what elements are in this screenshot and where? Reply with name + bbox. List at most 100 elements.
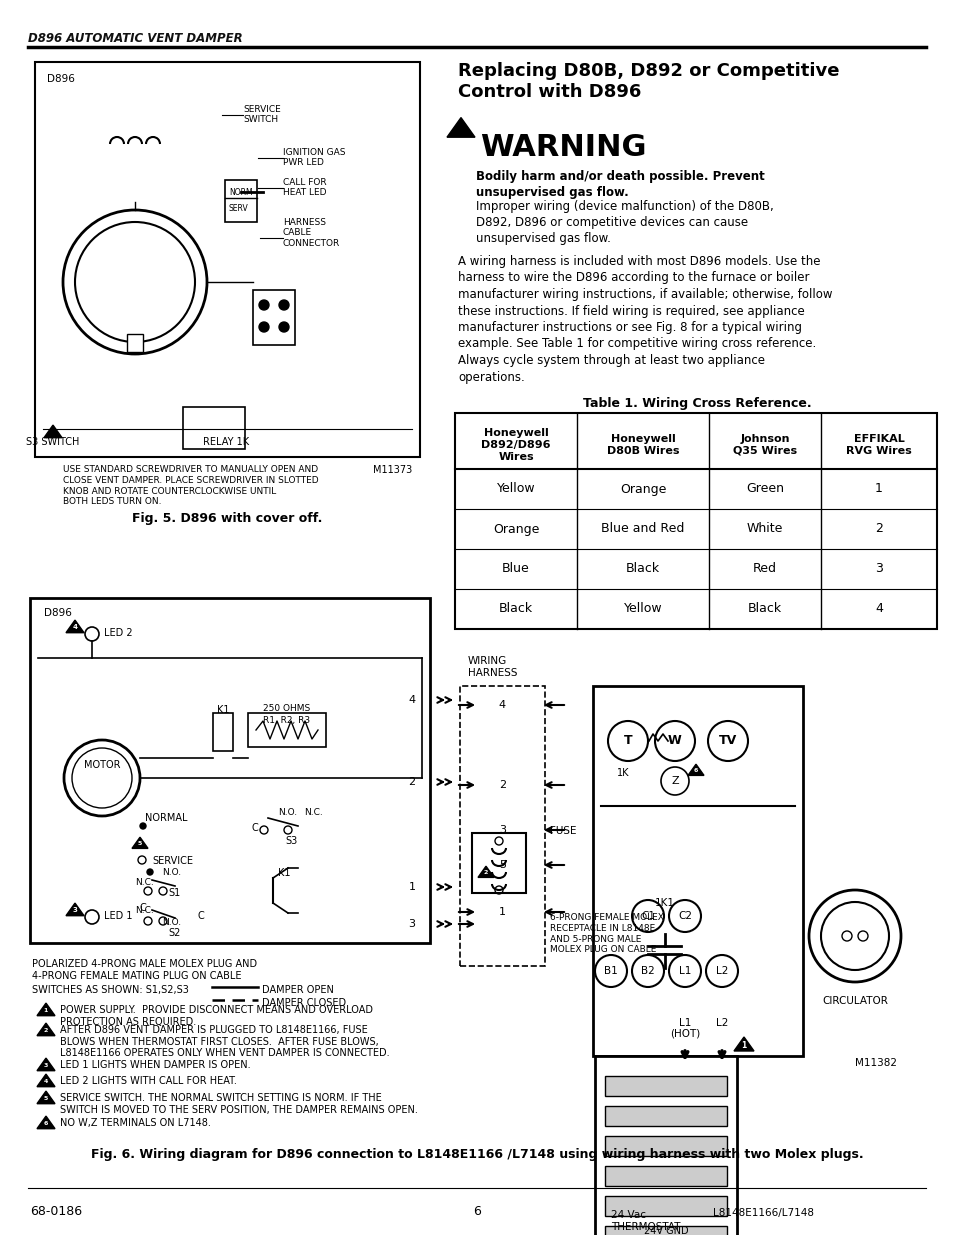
Bar — [604, 1107, 726, 1126]
Polygon shape — [687, 764, 703, 776]
Text: 5: 5 — [44, 1095, 49, 1100]
Text: Black: Black — [498, 603, 533, 615]
Text: Black: Black — [625, 562, 659, 576]
Text: L1: L1 — [679, 966, 691, 976]
Text: 24V GND: 24V GND — [643, 1226, 688, 1235]
Text: C: C — [140, 903, 147, 913]
Text: 6-PRONG FEMALE MOLEX
RECEPTACLE IN L8148E
AND 5-PRONG MALE
MOLEX PLUG ON CABLE: 6-PRONG FEMALE MOLEX RECEPTACLE IN L8148… — [550, 913, 663, 955]
Polygon shape — [37, 1023, 55, 1036]
Bar — [253, 290, 294, 345]
Text: Johnson
Q35 Wires: Johnson Q35 Wires — [732, 435, 796, 456]
Text: L2: L2 — [715, 1018, 727, 1028]
Text: NO W,Z TERMINALS ON L7148.: NO W,Z TERMINALS ON L7148. — [60, 1118, 211, 1128]
Bar — [604, 1226, 726, 1235]
Text: SERVICE
SWITCH: SERVICE SWITCH — [243, 105, 280, 125]
Text: Black: Black — [747, 603, 781, 615]
Text: D896: D896 — [44, 608, 71, 618]
Text: N.C.: N.C. — [304, 808, 322, 818]
Text: 3: 3 — [498, 825, 505, 835]
Text: 1: 1 — [740, 1041, 746, 1050]
Text: 6: 6 — [44, 1121, 49, 1126]
Text: 2: 2 — [44, 1028, 49, 1032]
Bar — [30, 598, 430, 944]
Polygon shape — [733, 1037, 753, 1051]
Text: 6: 6 — [473, 1205, 480, 1218]
Text: C: C — [198, 911, 205, 921]
Text: 2: 2 — [483, 871, 488, 876]
Text: C2: C2 — [678, 911, 691, 921]
Text: MOTOR: MOTOR — [84, 760, 120, 769]
Polygon shape — [66, 620, 84, 632]
Text: 1: 1 — [874, 483, 882, 495]
Text: C1: C1 — [640, 911, 655, 921]
Text: CALL FOR
HEAT LED: CALL FOR HEAT LED — [283, 178, 326, 198]
Text: CIRCULATOR: CIRCULATOR — [821, 995, 887, 1007]
Text: 3: 3 — [408, 919, 416, 929]
Text: EFFIKAL
RVG Wires: EFFIKAL RVG Wires — [845, 435, 911, 456]
Circle shape — [258, 322, 269, 332]
Text: White: White — [746, 522, 782, 536]
Polygon shape — [66, 903, 84, 915]
Bar — [455, 412, 936, 629]
Text: 4: 4 — [44, 1079, 49, 1084]
Bar — [248, 713, 326, 747]
Text: B2: B2 — [640, 966, 654, 976]
Text: 3: 3 — [44, 1063, 49, 1068]
Circle shape — [258, 300, 269, 310]
Text: POWER SUPPLY.  PROVIDE DISCONNECT MEANS AND OVERLOAD
PROTECTION AS REQUIRED.: POWER SUPPLY. PROVIDE DISCONNECT MEANS A… — [60, 1005, 373, 1026]
Text: W: W — [667, 735, 681, 747]
Text: RELAY 1K: RELAY 1K — [203, 437, 249, 447]
Text: S3 SWITCH: S3 SWITCH — [27, 437, 80, 447]
Polygon shape — [37, 1116, 55, 1129]
Text: Red: Red — [752, 562, 776, 576]
Text: N.C.: N.C. — [135, 906, 153, 915]
Circle shape — [147, 869, 152, 876]
Circle shape — [278, 300, 289, 310]
Text: 1: 1 — [498, 906, 505, 918]
Text: N.C.: N.C. — [135, 878, 153, 887]
Text: Yellow: Yellow — [497, 483, 535, 495]
Text: Honeywell
D80B Wires: Honeywell D80B Wires — [606, 435, 679, 456]
Polygon shape — [447, 117, 475, 137]
Text: 5: 5 — [137, 841, 142, 846]
Text: 4: 4 — [498, 700, 505, 710]
Text: K1: K1 — [216, 705, 229, 715]
Text: WIRING
HARNESS: WIRING HARNESS — [468, 656, 517, 678]
Text: 1K1: 1K1 — [655, 898, 675, 908]
Text: 4: 4 — [408, 695, 416, 705]
Text: LED 2 LIGHTS WITH CALL FOR HEAT.: LED 2 LIGHTS WITH CALL FOR HEAT. — [60, 1076, 236, 1086]
Bar — [604, 1136, 726, 1156]
Polygon shape — [44, 425, 62, 437]
Text: DAMPER CLOSED: DAMPER CLOSED — [262, 998, 346, 1008]
Text: SERV: SERV — [229, 204, 249, 212]
Text: 68-0186: 68-0186 — [30, 1205, 82, 1218]
Text: N.O.: N.O. — [277, 808, 296, 818]
Text: Fig. 6. Wiring diagram for D896 connection to L8148E1166 /L7148 using wiring har: Fig. 6. Wiring diagram for D896 connecti… — [91, 1149, 862, 1161]
Text: Honeywell
D892/D896
Wires: Honeywell D892/D896 Wires — [480, 429, 550, 462]
Text: N.O.: N.O. — [162, 918, 181, 927]
Circle shape — [278, 322, 289, 332]
Text: 2: 2 — [498, 781, 505, 790]
Text: Orange: Orange — [619, 483, 665, 495]
Text: USE STANDARD SCREWDRIVER TO MANUALLY OPEN AND
CLOSE VENT DAMPER. PLACE SCREWDRIV: USE STANDARD SCREWDRIVER TO MANUALLY OPE… — [63, 466, 318, 506]
Text: FUSE: FUSE — [550, 826, 576, 836]
Text: WARNING: WARNING — [479, 133, 646, 162]
Bar — [472, 832, 525, 893]
Text: D896 AUTOMATIC VENT DAMPER: D896 AUTOMATIC VENT DAMPER — [28, 32, 242, 44]
Text: 2: 2 — [408, 777, 416, 787]
Text: SERVICE: SERVICE — [152, 856, 193, 866]
Text: NORM: NORM — [229, 188, 253, 198]
Text: Yellow: Yellow — [623, 603, 661, 615]
Text: Blue: Blue — [501, 562, 529, 576]
Text: HARNESS
CABLE
CONNECTOR: HARNESS CABLE CONNECTOR — [283, 219, 340, 248]
Text: 1: 1 — [44, 1008, 49, 1013]
Text: A wiring harness is included with most D896 models. Use the
harness to wire the : A wiring harness is included with most D… — [457, 254, 832, 384]
Text: DAMPER OPEN: DAMPER OPEN — [262, 986, 334, 995]
Bar — [183, 408, 245, 450]
Bar — [593, 685, 802, 1056]
Text: Fig. 5. D896 with cover off.: Fig. 5. D896 with cover off. — [132, 513, 322, 525]
Text: Orange: Orange — [493, 522, 538, 536]
Text: 4: 4 — [874, 603, 882, 615]
Bar — [595, 1056, 737, 1235]
Bar — [604, 1076, 726, 1095]
